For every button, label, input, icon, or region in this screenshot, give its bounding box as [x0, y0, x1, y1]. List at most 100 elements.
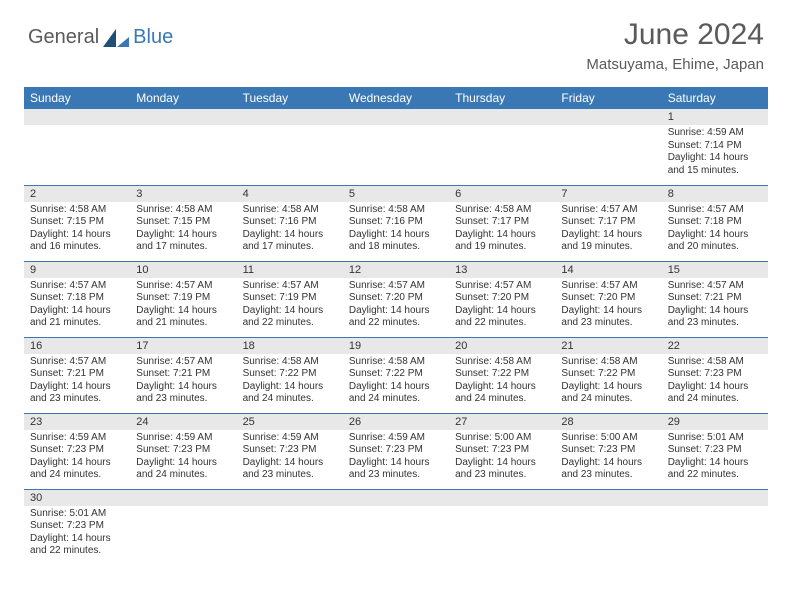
daylight-text: Daylight: 14 hours and 23 minutes.	[243, 457, 337, 482]
calendar-cell: 25Sunrise: 4:59 AMSunset: 7:23 PMDayligh…	[237, 413, 343, 489]
calendar-cell	[449, 109, 555, 185]
sunset-text: Sunset: 7:23 PM	[668, 368, 762, 381]
sunrise-text: Sunrise: 5:00 AM	[455, 432, 549, 445]
day-details: Sunrise: 4:58 AMSunset: 7:22 PMDaylight:…	[449, 354, 555, 410]
day-details: Sunrise: 4:57 AMSunset: 7:20 PMDaylight:…	[555, 278, 661, 334]
day-number-bar	[130, 109, 236, 125]
sunrise-text: Sunrise: 4:58 AM	[349, 204, 443, 217]
day-details: Sunrise: 4:57 AMSunset: 7:17 PMDaylight:…	[555, 202, 661, 258]
day-number-bar	[662, 490, 768, 506]
sunset-text: Sunset: 7:21 PM	[668, 292, 762, 305]
calendar-week-row: 9Sunrise: 4:57 AMSunset: 7:18 PMDaylight…	[24, 261, 768, 337]
calendar-cell	[237, 489, 343, 565]
day-number: 1	[662, 109, 768, 125]
calendar-cell: 11Sunrise: 4:57 AMSunset: 7:19 PMDayligh…	[237, 261, 343, 337]
page-header: General Blue June 2024 Matsuyama, Ehime,…	[0, 0, 792, 81]
sunset-text: Sunset: 7:22 PM	[455, 368, 549, 381]
day-number: 4	[237, 186, 343, 202]
day-details: Sunrise: 4:58 AMSunset: 7:17 PMDaylight:…	[449, 202, 555, 258]
day-number-bar	[343, 109, 449, 125]
day-number-bar	[24, 109, 130, 125]
calendar-cell: 18Sunrise: 4:58 AMSunset: 7:22 PMDayligh…	[237, 337, 343, 413]
calendar-cell	[130, 489, 236, 565]
day-number-bar	[237, 490, 343, 506]
day-details: Sunrise: 5:01 AMSunset: 7:23 PMDaylight:…	[662, 430, 768, 486]
day-header: Friday	[555, 87, 661, 109]
daylight-text: Daylight: 14 hours and 23 minutes.	[668, 305, 762, 330]
daylight-text: Daylight: 14 hours and 24 minutes.	[349, 381, 443, 406]
sunrise-text: Sunrise: 4:57 AM	[30, 356, 124, 369]
day-number: 12	[343, 262, 449, 278]
day-number: 14	[555, 262, 661, 278]
day-header: Wednesday	[343, 87, 449, 109]
day-number: 13	[449, 262, 555, 278]
logo-text-1: General	[28, 26, 99, 49]
day-number: 9	[24, 262, 130, 278]
day-number: 11	[237, 262, 343, 278]
day-number: 17	[130, 338, 236, 354]
calendar-cell: 12Sunrise: 4:57 AMSunset: 7:20 PMDayligh…	[343, 261, 449, 337]
daylight-text: Daylight: 14 hours and 24 minutes.	[455, 381, 549, 406]
day-number-bar	[555, 490, 661, 506]
sunrise-text: Sunrise: 4:58 AM	[668, 356, 762, 369]
day-number: 15	[662, 262, 768, 278]
day-details: Sunrise: 4:58 AMSunset: 7:16 PMDaylight:…	[343, 202, 449, 258]
day-number: 27	[449, 414, 555, 430]
calendar-table: SundayMondayTuesdayWednesdayThursdayFrid…	[24, 87, 768, 565]
sunset-text: Sunset: 7:23 PM	[243, 444, 337, 457]
sunset-text: Sunset: 7:23 PM	[349, 444, 443, 457]
calendar-cell	[343, 489, 449, 565]
day-details: Sunrise: 4:57 AMSunset: 7:21 PMDaylight:…	[130, 354, 236, 410]
day-number: 2	[24, 186, 130, 202]
calendar-cell: 3Sunrise: 4:58 AMSunset: 7:15 PMDaylight…	[130, 185, 236, 261]
logo: General Blue	[28, 26, 173, 49]
day-details: Sunrise: 4:59 AMSunset: 7:23 PMDaylight:…	[24, 430, 130, 486]
calendar-week-row: 1Sunrise: 4:59 AMSunset: 7:14 PMDaylight…	[24, 109, 768, 185]
logo-text-2: Blue	[133, 26, 173, 49]
day-header: Tuesday	[237, 87, 343, 109]
day-details: Sunrise: 4:58 AMSunset: 7:15 PMDaylight:…	[24, 202, 130, 258]
calendar-cell: 16Sunrise: 4:57 AMSunset: 7:21 PMDayligh…	[24, 337, 130, 413]
day-details: Sunrise: 4:57 AMSunset: 7:18 PMDaylight:…	[24, 278, 130, 334]
daylight-text: Daylight: 14 hours and 24 minutes.	[561, 381, 655, 406]
calendar-cell: 5Sunrise: 4:58 AMSunset: 7:16 PMDaylight…	[343, 185, 449, 261]
sunset-text: Sunset: 7:20 PM	[455, 292, 549, 305]
day-details: Sunrise: 4:58 AMSunset: 7:22 PMDaylight:…	[343, 354, 449, 410]
sunrise-text: Sunrise: 4:59 AM	[30, 432, 124, 445]
calendar-cell: 20Sunrise: 4:58 AMSunset: 7:22 PMDayligh…	[449, 337, 555, 413]
day-number: 5	[343, 186, 449, 202]
sunrise-text: Sunrise: 4:57 AM	[455, 280, 549, 293]
calendar-cell	[24, 109, 130, 185]
calendar-cell	[237, 109, 343, 185]
day-details: Sunrise: 4:57 AMSunset: 7:20 PMDaylight:…	[449, 278, 555, 334]
sunset-text: Sunset: 7:21 PM	[30, 368, 124, 381]
calendar-cell: 14Sunrise: 4:57 AMSunset: 7:20 PMDayligh…	[555, 261, 661, 337]
daylight-text: Daylight: 14 hours and 17 minutes.	[136, 229, 230, 254]
sunrise-text: Sunrise: 4:57 AM	[136, 356, 230, 369]
calendar-week-row: 2Sunrise: 4:58 AMSunset: 7:15 PMDaylight…	[24, 185, 768, 261]
sunset-text: Sunset: 7:14 PM	[668, 140, 762, 153]
day-details: Sunrise: 4:59 AMSunset: 7:23 PMDaylight:…	[130, 430, 236, 486]
day-number: 19	[343, 338, 449, 354]
calendar-cell: 23Sunrise: 4:59 AMSunset: 7:23 PMDayligh…	[24, 413, 130, 489]
calendar-cell	[662, 489, 768, 565]
daylight-text: Daylight: 14 hours and 15 minutes.	[668, 152, 762, 177]
day-number: 25	[237, 414, 343, 430]
calendar-cell: 1Sunrise: 4:59 AMSunset: 7:14 PMDaylight…	[662, 109, 768, 185]
daylight-text: Daylight: 14 hours and 24 minutes.	[30, 457, 124, 482]
sunset-text: Sunset: 7:18 PM	[30, 292, 124, 305]
calendar-cell: 7Sunrise: 4:57 AMSunset: 7:17 PMDaylight…	[555, 185, 661, 261]
calendar-week-row: 23Sunrise: 4:59 AMSunset: 7:23 PMDayligh…	[24, 413, 768, 489]
day-number-bar	[130, 490, 236, 506]
sunset-text: Sunset: 7:19 PM	[243, 292, 337, 305]
sunset-text: Sunset: 7:17 PM	[561, 216, 655, 229]
sunset-text: Sunset: 7:18 PM	[668, 216, 762, 229]
calendar-cell: 30Sunrise: 5:01 AMSunset: 7:23 PMDayligh…	[24, 489, 130, 565]
day-details: Sunrise: 4:57 AMSunset: 7:18 PMDaylight:…	[662, 202, 768, 258]
daylight-text: Daylight: 14 hours and 18 minutes.	[349, 229, 443, 254]
day-header: Saturday	[662, 87, 768, 109]
day-number: 24	[130, 414, 236, 430]
sunset-text: Sunset: 7:23 PM	[30, 444, 124, 457]
sunset-text: Sunset: 7:15 PM	[30, 216, 124, 229]
day-number: 28	[555, 414, 661, 430]
